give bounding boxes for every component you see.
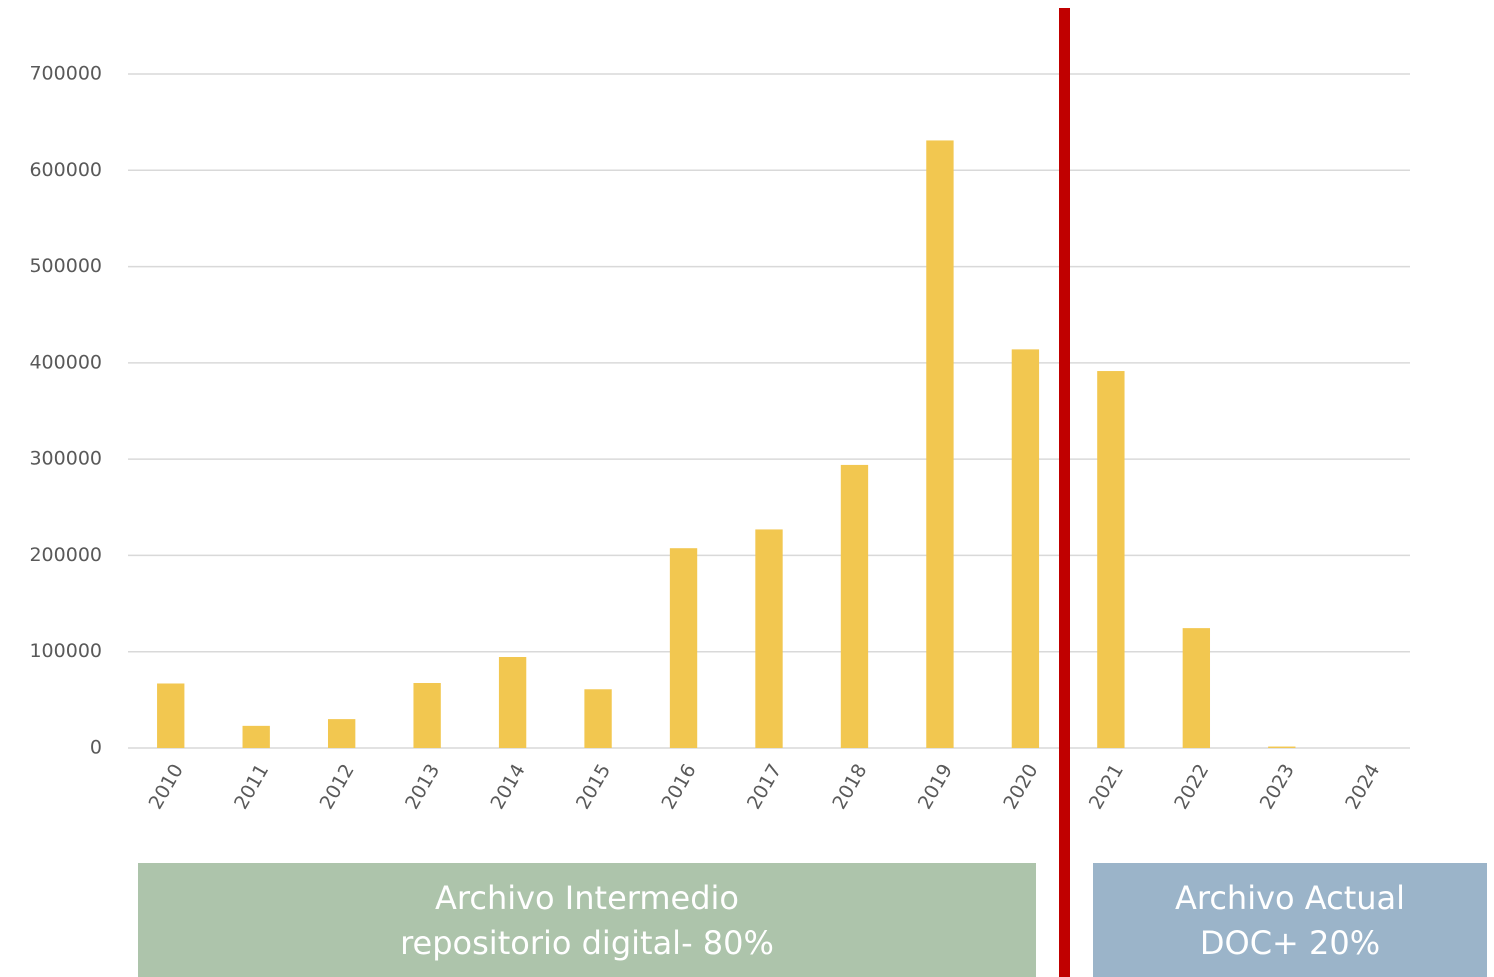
y-tick-label: 200000: [29, 544, 102, 566]
bar: [1097, 371, 1125, 748]
bar: [840, 464, 869, 748]
x-tick-label: 2023: [1256, 760, 1299, 813]
bar: [755, 529, 783, 748]
bar: [926, 140, 954, 749]
y-tick-label: 400000: [29, 351, 102, 373]
annotation-text: Archivo Actual: [1175, 879, 1405, 917]
annotation-text: Archivo Intermedio: [435, 879, 739, 917]
bar: [327, 719, 356, 748]
x-tick-label: 2022: [1170, 760, 1213, 813]
bar: [584, 689, 612, 748]
bar: [242, 725, 270, 748]
bar: [1182, 628, 1211, 748]
bar: [669, 548, 698, 748]
y-tick-label: 600000: [29, 159, 102, 181]
annotation-box: [1093, 863, 1487, 977]
bar: [413, 683, 441, 748]
x-tick-label: 2024: [1341, 760, 1384, 813]
x-tick-label: 2013: [401, 760, 444, 813]
bar: [498, 657, 527, 748]
x-tick-label: 2019: [914, 760, 957, 813]
y-tick-label: 300000: [29, 448, 102, 470]
x-tick-label: 2014: [486, 760, 529, 813]
y-tick-label: 0: [90, 737, 102, 759]
x-tick-label: 2010: [145, 760, 188, 813]
bar: [1268, 746, 1296, 748]
bar: [1011, 349, 1040, 748]
x-tick-label: 2015: [572, 760, 615, 813]
annotation-text: DOC+ 20%: [1200, 924, 1380, 962]
bar: [157, 683, 185, 748]
annotation-text: repositorio digital- 80%: [400, 924, 774, 962]
y-tick-label: 500000: [29, 255, 102, 277]
x-tick-label: 2018: [828, 760, 871, 813]
annotation-box: [138, 863, 1036, 977]
x-tick-label: 2020: [999, 760, 1042, 813]
divider-line: [1059, 8, 1070, 977]
y-tick-label: 100000: [29, 640, 102, 662]
x-tick-label: 2021: [1085, 760, 1128, 813]
y-tick-label: 700000: [29, 63, 102, 85]
x-tick-label: 2016: [657, 760, 700, 813]
x-tick-label: 2011: [230, 760, 273, 813]
x-tick-label: 2012: [316, 760, 359, 813]
x-tick-label: 2017: [743, 760, 786, 813]
